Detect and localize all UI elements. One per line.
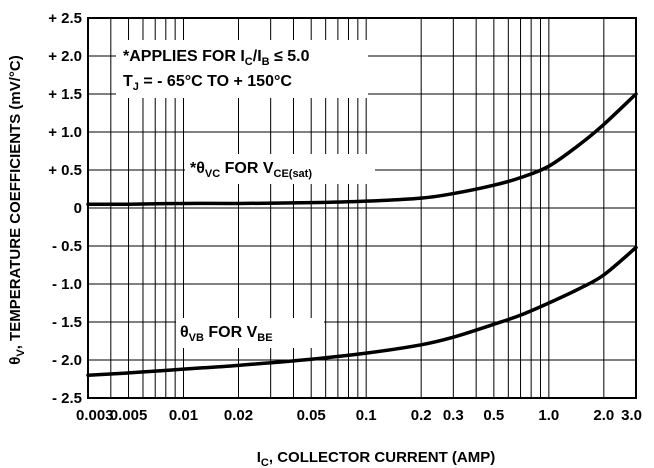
y-tick-label: + 1.0 <box>48 124 82 141</box>
y-tick-label: + 2.5 <box>48 10 82 27</box>
x-tick-label: 0.5 <box>483 407 504 424</box>
plot-frame <box>87 17 637 399</box>
y-tick-label: + 1.5 <box>48 86 82 103</box>
annotation-applies-line1: *APPLIES FOR IC/IB ≤ 5.0 <box>123 48 310 68</box>
annotation-applies-line2: TJ = - 65°C TO + 150°C <box>123 73 292 93</box>
x-tick-label: 0.01 <box>169 407 198 424</box>
y-tick-label: + 0.5 <box>48 162 82 179</box>
tick-labels: + 2.5 + 2.0 + 1.5 + 1.0 + 0.5 0 - 0.5 - 1.0 - 1.… <box>48 10 642 424</box>
x-tick-label: 0.1 <box>356 407 377 424</box>
x-tick-label: 0.02 <box>224 407 253 424</box>
x-tick-label: 0.2 <box>411 407 432 424</box>
x-tick-label: 1.0 <box>538 407 559 424</box>
annotation-theta-vb: θVB FOR VBE <box>180 324 273 344</box>
x-tick-label: 0.05 <box>297 407 326 424</box>
y-tick-label: - 2.0 <box>52 352 82 369</box>
y-axis-label: θV, TEMPERATURE COEFFICIENTS (mV/°C) <box>7 55 27 365</box>
x-tick-label: 0.003 <box>76 407 114 424</box>
y-tick-label: - 1.5 <box>52 314 82 331</box>
theta-vc-curve <box>86 92 638 207</box>
annotation-backgrounds <box>116 40 375 348</box>
x-tick-label: 0.3 <box>443 407 464 424</box>
y-tick-label: - 2.5 <box>52 390 82 407</box>
theta-vb-curve <box>86 245 638 377</box>
annotation-theta-vc: *θVC FOR VCE(sat) <box>190 160 312 180</box>
y-tick-label: 0 <box>74 200 82 217</box>
x-axis-label: IC, COLLECTOR CURRENT (AMP) <box>257 449 496 468</box>
curves <box>86 92 638 377</box>
x-tick-label: 0.005 <box>110 407 148 424</box>
y-tick-label: - 1.0 <box>52 276 82 293</box>
annotation-box <box>176 318 324 348</box>
x-tick-label: 3.0 <box>621 407 642 424</box>
x-tick-label: 2.0 <box>593 407 614 424</box>
annotation-box <box>185 154 375 184</box>
y-tick-label: + 2.0 <box>48 48 82 65</box>
y-tick-label: - 0.5 <box>52 238 82 255</box>
annotation-box <box>116 40 368 98</box>
